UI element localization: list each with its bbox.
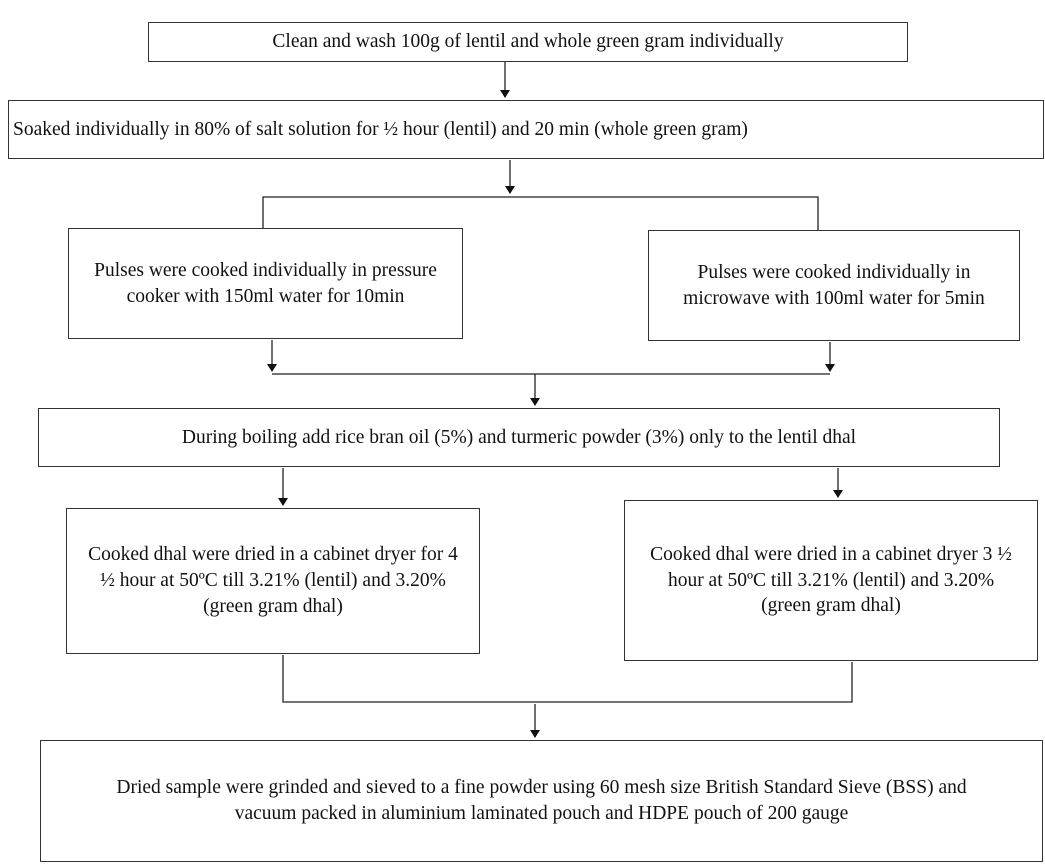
split-line	[262, 196, 819, 230]
step-text: Cooked dhal were dried in a cabinet drye…	[88, 544, 458, 617]
lines	[262, 62, 853, 738]
merge-line	[282, 655, 853, 703]
step-text: Dried sample were grinded and sieved to …	[116, 777, 967, 824]
step-box: During boiling add rice bran oil (5%) an…	[38, 408, 1000, 467]
step-text: Soaked individually in 80% of salt solut…	[13, 118, 748, 140]
step-text: Cooked dhal were dried in a cabinet drye…	[650, 543, 1012, 617]
step-text: Pulses were cooked individually in press…	[94, 259, 437, 307]
step-text: During boiling add rice bran oil (5%) an…	[181, 426, 857, 448]
step-text: Clean and wash 100g of lentil and whole …	[272, 31, 784, 53]
step-box: Cooked dhal were dried in a cabinet drye…	[624, 500, 1038, 661]
step-box: Pulses were cooked individually in press…	[68, 228, 463, 339]
step-box: Clean and wash 100g of lentil and whole …	[148, 22, 908, 62]
step-box: Cooked dhal were dried in a cabinet drye…	[66, 508, 480, 654]
step-text: Pulses were cooked individually in micro…	[683, 261, 985, 309]
step-box: Dried sample were grinded and sieved to …	[40, 740, 1043, 862]
step-box: Pulses were cooked individually in micro…	[648, 230, 1020, 341]
step-box: Soaked individually in 80% of salt solut…	[8, 100, 1044, 159]
